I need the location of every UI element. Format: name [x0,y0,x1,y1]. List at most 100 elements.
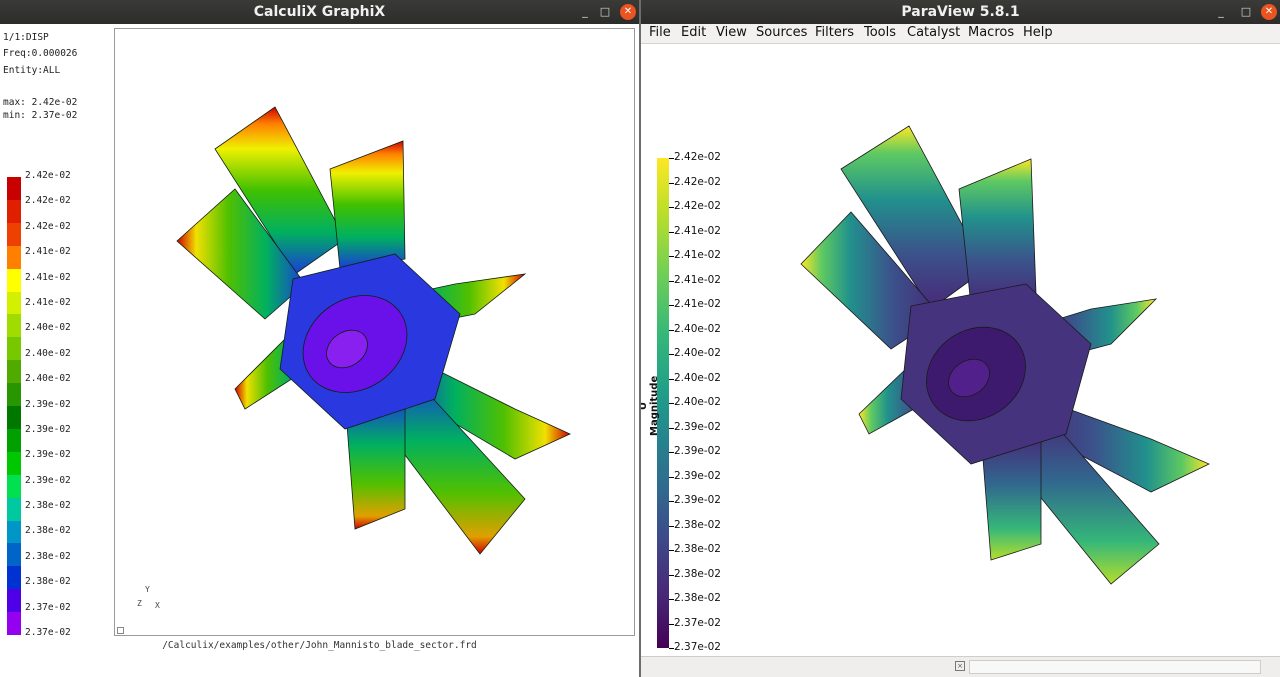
legend-swatch [7,337,21,361]
legend-label: 2.38e-02 [25,576,71,588]
legend-swatch [7,451,21,476]
close-button[interactable]: ✕ [1261,4,1277,20]
colorbar-tick [669,305,674,306]
colorbar-label: 2.38e-02 [674,592,721,604]
legend-swatch [7,428,21,453]
colorbar-tick [669,599,674,600]
close-button[interactable]: ✕ [620,4,636,20]
triad-z: Z [137,599,142,608]
result-step-label: 1/1:DISP [3,32,49,43]
colorbar-tick [669,378,674,380]
colorbar-label: 2.42e-02 [674,151,721,163]
colorbar-title: U Magnitude [641,375,660,436]
maximize-button[interactable]: □ [599,5,611,18]
render-viewport[interactable]: Y Z X [114,28,635,636]
colorbar-tick [669,207,674,208]
legend-swatch [7,589,21,613]
legend-swatch [7,383,21,407]
legend-swatch [7,268,21,292]
legend-swatch [7,566,21,590]
colorbar-label: 2.37e-02 [674,641,721,653]
calculix-titlebar[interactable]: CalculiX GraphiX _ □ ✕ [0,0,639,24]
colorbar-tick [669,231,674,233]
colorbar-tick [669,427,674,429]
colorbar-tick [669,550,674,551]
colorbar-label: 2.42e-02 [674,200,721,212]
triad-y: Y [145,585,150,594]
legend-label: 2.38e-02 [25,500,71,512]
window-separator [639,0,641,677]
colorbar-tick [669,182,674,184]
legend-label: 2.42e-02 [25,220,71,232]
calculix-window: CalculiX GraphiX _ □ ✕ 1/1:DISP Freq:0.0… [0,0,639,677]
legend-label: 2.40e-02 [25,347,71,359]
render-view[interactable] [641,44,1280,656]
legend-label: 2.42e-02 [25,170,71,181]
colorbar-tick [669,158,674,159]
legend-label: 2.41e-02 [25,296,71,308]
max-value-label: max: 2.42e-02 [3,97,78,108]
legend-label: 2.39e-02 [25,449,71,461]
blade-sector-model-viridis [800,125,1210,585]
menu-catalyst[interactable]: Catalyst [907,25,961,40]
colorbar-tick [669,256,674,257]
colorbar-label: 2.38e-02 [674,567,721,580]
colorbar-tick [669,354,674,355]
minimize-button[interactable]: _ [582,5,588,18]
menu-tools[interactable]: Tools [864,25,897,40]
calculix-title: CalculiX GraphiX [253,4,386,20]
legend-swatch [7,543,21,567]
menu-sources[interactable]: Sources [756,25,808,40]
colorbar-tick [669,452,674,453]
legend-swatch [7,177,21,201]
minimize-button[interactable]: _ [1218,5,1224,18]
colorbar-tick [669,476,674,478]
menu-view[interactable]: View [716,25,747,40]
legend-label: 2.40e-02 [25,373,71,385]
colorbar-tick [669,623,674,625]
blade-sector-model [176,106,571,555]
legend-label: 2.38e-02 [25,550,71,562]
menu-filters[interactable]: Filters [815,25,854,40]
colorbar-label: 2.39e-02 [674,420,721,433]
menu-help[interactable]: Help [1023,25,1053,40]
legend-label: 2.37e-02 [25,601,71,613]
colorbar-tick [669,403,674,404]
status-toggle-icon[interactable]: × [955,661,965,671]
colorbar-tick [669,648,674,649]
maximize-button[interactable]: □ [1240,5,1252,18]
legend-swatch [7,497,21,521]
legend-label: 2.37e-02 [25,627,71,638]
legend-label: 2.39e-02 [25,423,71,435]
menu-macros[interactable]: Macros [968,25,1015,40]
corner-marker [117,627,124,634]
status-bar: × [641,656,1280,677]
paraview-titlebar[interactable]: ParaView 5.8.1 _ □ ✕ [641,0,1280,24]
color-legend [7,177,21,636]
colorbar-label: 2.40e-02 [674,322,721,335]
colorbar-label: 2.40e-02 [674,347,721,359]
colorbar-tick [669,280,674,282]
colorbar-tick [669,525,674,527]
menu-edit[interactable]: Edit [681,25,707,40]
legend-swatch [7,199,21,224]
colorbar-label: 2.38e-02 [674,543,721,555]
menu-file[interactable]: File [649,25,671,40]
legend-swatch [7,222,21,247]
triad-x: X [155,601,160,610]
colorbar-tick [669,501,674,502]
colorbar-label: 2.41e-02 [674,224,721,237]
legend-swatch [7,474,21,499]
legend-label: 2.39e-02 [25,474,71,486]
entity-label: Entity:ALL [3,65,61,76]
colorbar-label: 2.41e-02 [674,273,721,286]
colorbar [657,158,669,648]
colorbar-label: 2.37e-02 [674,616,721,629]
legend-swatch [7,520,21,544]
legend-swatch [7,291,21,315]
colorbar-label: 2.39e-02 [674,445,721,457]
legend-label: 2.41e-02 [25,246,71,258]
legend-label: 2.40e-02 [25,322,71,334]
menu-bar: File Edit View Sources Filters Tools Cat… [641,24,1280,44]
legend-swatch [7,612,21,636]
